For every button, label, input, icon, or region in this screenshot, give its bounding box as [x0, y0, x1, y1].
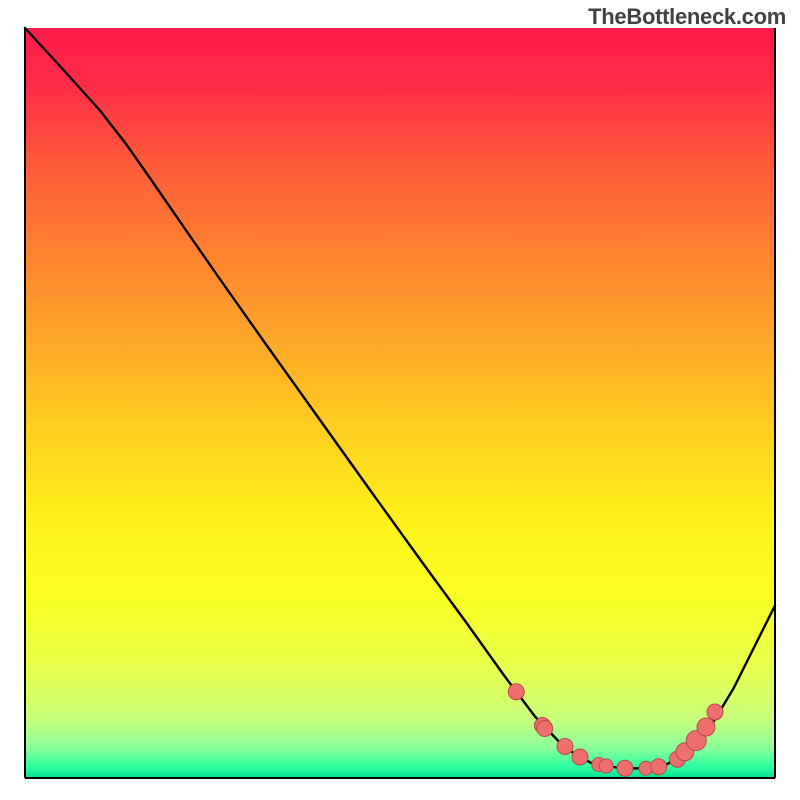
curve-marker [651, 759, 667, 775]
curve-marker [572, 749, 588, 765]
curve-marker [707, 704, 723, 720]
curve-marker [599, 759, 613, 773]
watermark-text: TheBottleneck.com [588, 4, 786, 30]
curve-marker [537, 721, 553, 737]
curve-marker [508, 684, 524, 700]
chart-background-gradient [25, 28, 775, 778]
curve-marker [697, 718, 715, 736]
curve-marker [617, 760, 633, 776]
curve-marker [557, 739, 573, 755]
